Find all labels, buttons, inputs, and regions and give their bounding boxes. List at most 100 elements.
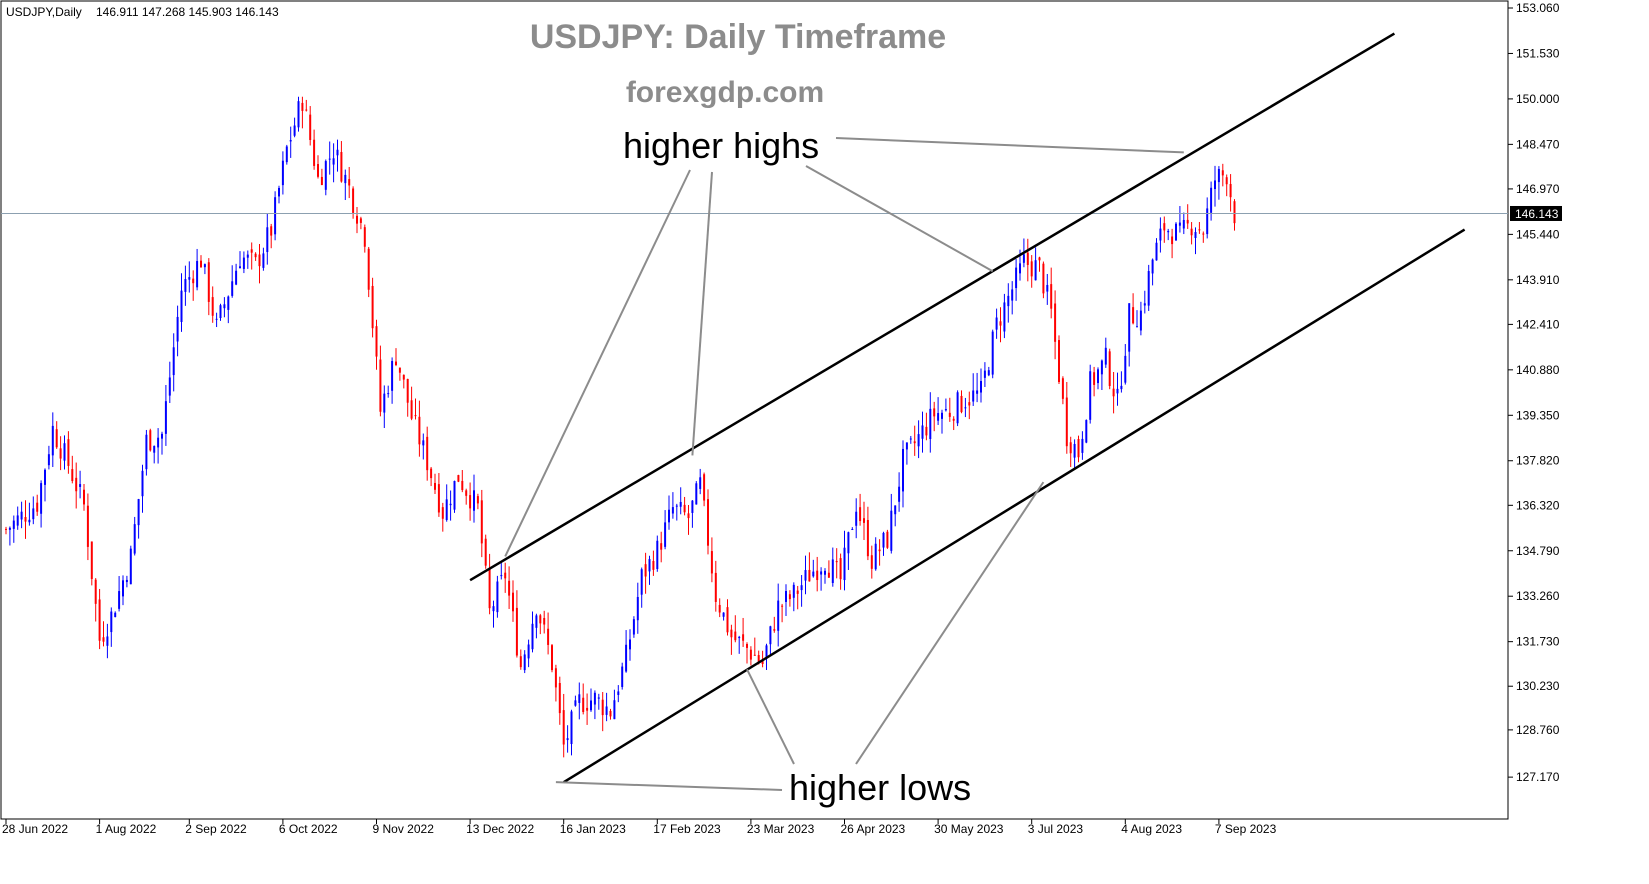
y-tick-label: 148.470: [1516, 137, 1560, 151]
candle-body: [738, 636, 741, 639]
y-tick-label: 153.060: [1516, 1, 1560, 15]
candle-body: [1175, 223, 1177, 241]
candle-body: [1225, 177, 1228, 185]
candle-body: [1081, 438, 1084, 453]
y-tick-label: 137.820: [1516, 454, 1560, 468]
pointer-line: [835, 137, 1184, 154]
candle-body: [336, 149, 339, 156]
channel-line-upper: [469, 32, 1396, 582]
x-tick-label: 28 Jun 2022: [2, 822, 68, 836]
candle-body: [707, 499, 709, 546]
candle-body: [63, 443, 66, 461]
candle-body: [636, 596, 639, 621]
candle-body: [1003, 302, 1006, 332]
candle-body: [1233, 201, 1236, 224]
candle-body: [609, 710, 612, 717]
candle-body: [473, 490, 475, 511]
candle-body: [285, 146, 288, 163]
candle-body: [488, 568, 491, 609]
candle-body: [289, 140, 292, 142]
candle-body: [145, 434, 148, 470]
candle-body: [406, 378, 409, 403]
candle-body: [246, 254, 249, 258]
candle-body: [1221, 170, 1224, 176]
candle-body: [1198, 229, 1201, 231]
candle-body: [656, 540, 659, 570]
candle-body: [215, 318, 218, 320]
candle-body: [1108, 351, 1111, 387]
candle-body: [242, 257, 245, 269]
pointer-line: [504, 169, 691, 557]
candle-body: [211, 297, 214, 316]
candle-body: [905, 442, 908, 450]
x-tick-label: 13 Dec 2022: [466, 822, 534, 836]
candle-body: [586, 707, 589, 711]
candle-body: [98, 599, 101, 641]
x-tick-label: 16 Jan 2023: [560, 822, 626, 836]
candle-body: [363, 227, 366, 247]
candle-body: [161, 433, 163, 439]
candle-body: [519, 656, 522, 668]
candle-body: [1069, 442, 1072, 454]
pointer-line: [555, 781, 783, 791]
pointer-lines: [504, 137, 1184, 791]
candle-body: [980, 381, 982, 393]
candle-body: [792, 584, 795, 598]
candle-body: [1077, 439, 1080, 458]
candle-body: [359, 218, 362, 223]
candle-body: [375, 326, 378, 357]
candle-body: [894, 505, 897, 515]
candle-body: [1147, 271, 1150, 306]
candle-body: [964, 407, 967, 409]
candle-body: [508, 580, 511, 596]
candle-body: [313, 139, 316, 166]
candle-body: [909, 438, 912, 440]
candle-body: [79, 484, 82, 487]
candle-body: [671, 507, 674, 514]
candle-body: [1136, 326, 1138, 328]
candle-body: [734, 631, 737, 641]
candle-body: [51, 425, 54, 456]
candle-body: [800, 585, 803, 591]
candle-body: [196, 261, 199, 288]
y-tick-label: 140.880: [1516, 363, 1560, 377]
candle-body: [266, 227, 269, 253]
candle-body: [1073, 443, 1076, 458]
candle-body: [976, 390, 979, 394]
candle-body: [718, 604, 721, 613]
candle-body: [153, 445, 156, 453]
candle-body: [5, 528, 7, 530]
candle-body: [999, 321, 1002, 326]
candle-body: [1167, 230, 1170, 233]
candle-body: [753, 654, 756, 656]
candle-body: [367, 248, 370, 290]
candle-body: [402, 374, 405, 380]
candle-body: [398, 367, 401, 373]
candle-body: [886, 531, 889, 548]
candle-body: [535, 615, 538, 628]
candle-body: [379, 359, 382, 412]
candle-body: [1116, 388, 1119, 394]
candle-body: [1186, 219, 1189, 224]
candle-body: [956, 392, 959, 424]
candle-body: [742, 634, 745, 641]
candle-body: [1139, 310, 1142, 331]
candle-body: [1132, 307, 1135, 324]
candle-body: [1100, 360, 1103, 375]
current-price-label-bg: [1510, 205, 1562, 221]
candle-body: [1143, 303, 1146, 306]
candle-body: [137, 499, 140, 526]
candle-body: [484, 538, 487, 566]
candle-body: [761, 660, 764, 664]
candle-body: [430, 468, 433, 479]
candle-body: [445, 499, 448, 521]
candle-body: [1011, 289, 1014, 301]
x-tick-label: 9 Nov 2022: [373, 822, 435, 836]
candle-body: [1120, 385, 1123, 390]
candle-body: [1182, 219, 1185, 229]
candle-body: [157, 437, 160, 448]
candle-body: [890, 510, 893, 551]
candles-layer: [5, 96, 1236, 758]
candle-body: [309, 114, 312, 141]
candle-body: [539, 615, 542, 624]
